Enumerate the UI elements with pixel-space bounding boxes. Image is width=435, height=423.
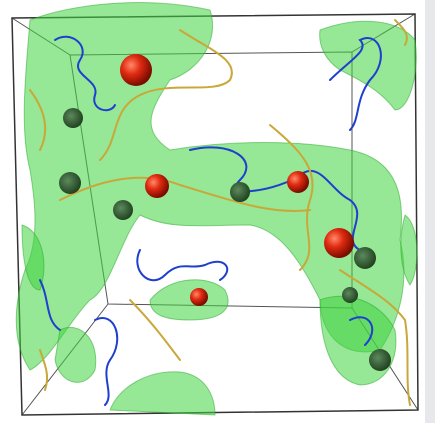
atom bbox=[369, 349, 391, 371]
render bbox=[0, 0, 435, 423]
atom bbox=[324, 228, 354, 258]
atom bbox=[354, 247, 376, 269]
atom bbox=[120, 54, 152, 86]
atom bbox=[59, 172, 81, 194]
atom bbox=[230, 182, 250, 202]
atom bbox=[190, 288, 208, 306]
page: 3D render {} html, body { margin: 0; pad… bbox=[0, 0, 435, 423]
atom bbox=[113, 200, 133, 220]
atom bbox=[287, 171, 309, 193]
atom bbox=[342, 287, 358, 303]
side-strip bbox=[425, 0, 435, 423]
atom bbox=[63, 108, 83, 128]
atom bbox=[145, 174, 169, 198]
page-body bbox=[0, 0, 435, 423]
